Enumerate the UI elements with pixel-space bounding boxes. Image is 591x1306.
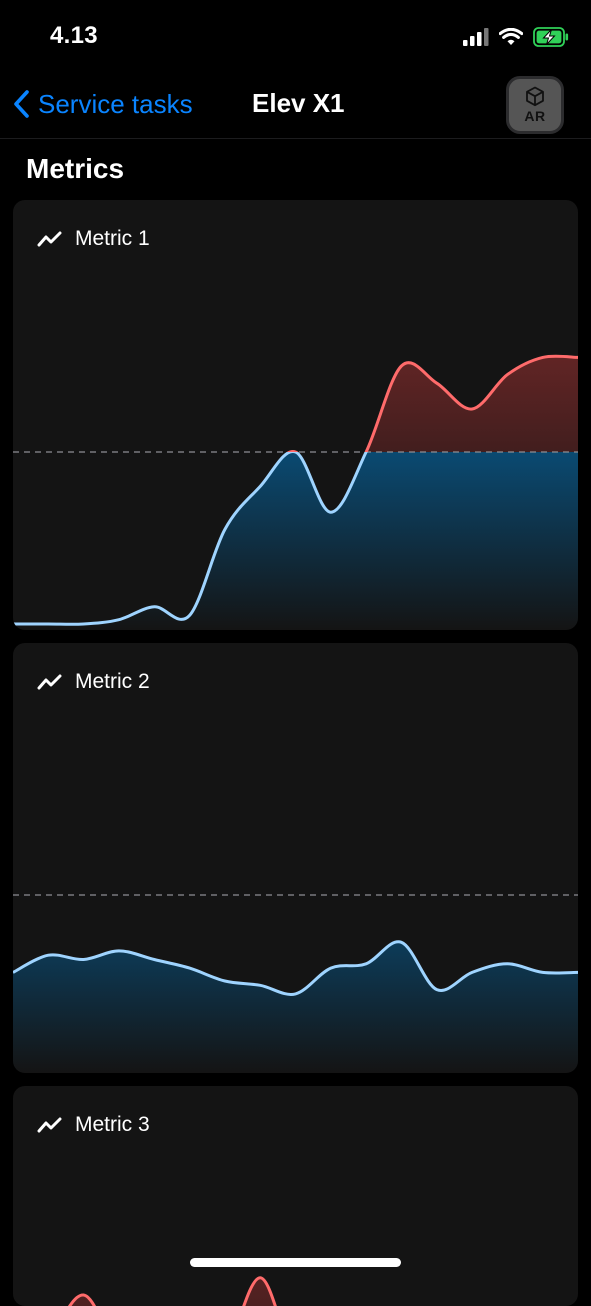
status-time: 4.13	[50, 22, 98, 49]
page-title: Elev X1	[252, 88, 345, 118]
metric-chart	[13, 354, 578, 630]
card-header: Metric 2	[37, 667, 150, 697]
metric-chart	[13, 894, 578, 1073]
card-title: Metric 2	[75, 670, 150, 693]
signal-icon	[463, 28, 489, 46]
metric-card-1[interactable]: Metric 1	[13, 200, 578, 630]
trend-line-icon	[37, 231, 62, 247]
chart-line-normal	[13, 940, 578, 996]
chart-area-normal	[13, 452, 578, 630]
card-header: Metric 3	[37, 1110, 150, 1140]
chart-line-normal	[13, 1278, 578, 1306]
navigation-bar: Service tasks Elev X1 AR	[0, 72, 591, 139]
status-icons	[463, 24, 569, 50]
back-button-label: Service tasks	[38, 88, 193, 119]
card-title: Metric 1	[75, 227, 150, 250]
chart-line-above-threshold	[68, 1276, 277, 1306]
chevron-left-icon	[14, 90, 29, 118]
cube-icon	[526, 86, 544, 107]
chart-area-above-threshold	[290, 356, 578, 452]
card-title: Metric 3	[75, 1113, 150, 1136]
battery-charging-icon	[533, 27, 569, 47]
wifi-icon	[499, 28, 523, 45]
trend-line-icon	[37, 1117, 62, 1133]
home-indicator	[190, 1258, 401, 1267]
chart-area-normal	[13, 1278, 578, 1306]
back-button[interactable]: Service tasks	[12, 86, 193, 122]
chart-area-above-threshold	[13, 1277, 578, 1306]
chart-area-normal	[13, 941, 578, 1073]
status-bar: 4.13	[0, 0, 591, 72]
metric-card-3[interactable]: Metric 3	[13, 1086, 578, 1306]
ar-button-label: AR	[524, 108, 546, 124]
metric-card-2[interactable]: Metric 2	[13, 643, 578, 1073]
card-header: Metric 1	[37, 224, 150, 254]
trend-line-icon	[37, 674, 62, 690]
chart-line-normal	[13, 452, 368, 626]
section-title: Metrics	[26, 153, 125, 184]
chart-line-above-threshold	[286, 354, 578, 452]
ar-button[interactable]: AR	[506, 76, 564, 134]
